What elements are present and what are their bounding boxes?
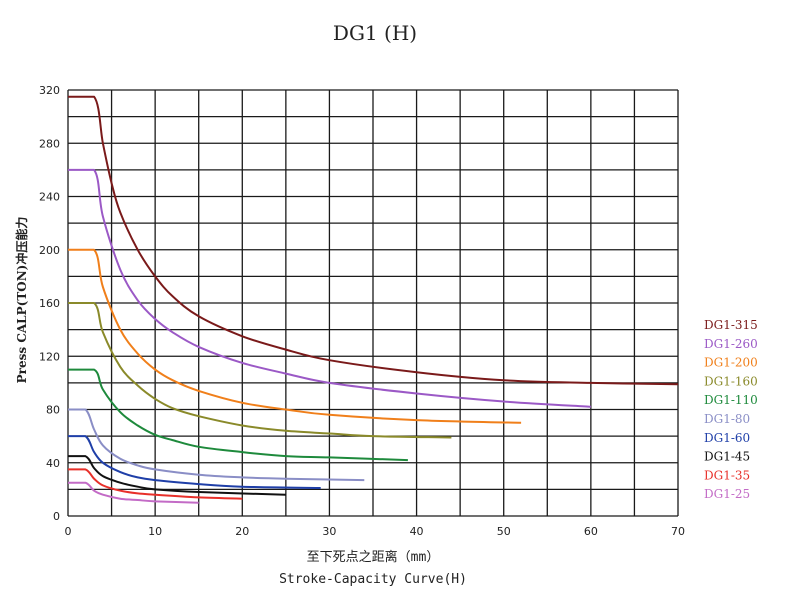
y-tick-label: 40 bbox=[46, 457, 60, 470]
y-tick-label: 160 bbox=[39, 297, 60, 310]
legend-dg1-35: DG1-35 bbox=[704, 468, 750, 482]
series-dg1-45-line bbox=[68, 455, 286, 496]
legend-dg1-200: DG1-200 bbox=[704, 356, 758, 370]
x-tick-label: 40 bbox=[410, 525, 424, 538]
y-tick-label: 240 bbox=[39, 191, 60, 204]
series-dg1-80-line bbox=[68, 408, 365, 482]
y-tick-label: 80 bbox=[46, 404, 60, 417]
x-tick-label: 10 bbox=[148, 525, 162, 538]
grid-lines bbox=[67, 89, 679, 517]
series-dg1-200-line bbox=[68, 248, 522, 424]
series-dg1-160-line bbox=[68, 302, 452, 439]
series-dg1-25-line bbox=[68, 481, 199, 504]
series-dg1-35-line bbox=[68, 468, 243, 500]
legend-dg1-60: DG1-60 bbox=[704, 431, 750, 445]
x-axis-label: Stroke-Capacity Curve(H) bbox=[279, 572, 467, 587]
x-tick-label: 60 bbox=[584, 525, 598, 538]
legend: DG1-315 DG1-260 DG1-200 DG1-160 DG1-110 DG1-8… bbox=[704, 318, 758, 501]
series-curves bbox=[68, 95, 679, 504]
y-tick-label: 120 bbox=[39, 350, 60, 363]
y-tick-label: 200 bbox=[39, 244, 60, 257]
x-tick-label: 0 bbox=[65, 525, 72, 538]
legend-dg1-80: DG1-80 bbox=[704, 412, 750, 426]
legend-dg1-160: DG1-160 bbox=[704, 374, 758, 388]
y-tick-label: 0 bbox=[53, 510, 60, 523]
y-tick-label: 280 bbox=[39, 137, 60, 150]
chart-title: DG1 (H) bbox=[333, 21, 417, 45]
legend-dg1-315: DG1-315 bbox=[704, 318, 758, 332]
series-dg1-260-line bbox=[68, 168, 591, 408]
axis-tick-labels: 0 10 20 30 40 50 60 70 0 40 80 120 160 200 240 280 320 bbox=[39, 84, 685, 538]
legend-dg1-110: DG1-110 bbox=[704, 393, 758, 407]
x-tick-label: 30 bbox=[322, 525, 336, 538]
x-tick-label: 20 bbox=[235, 525, 249, 538]
legend-dg1-25: DG1-25 bbox=[704, 487, 750, 501]
series-dg1-315-line bbox=[68, 95, 679, 386]
legend-dg1-260: DG1-260 bbox=[704, 337, 758, 351]
legend-dg1-45: DG1-45 bbox=[704, 450, 750, 464]
x-tick-label: 70 bbox=[671, 525, 685, 538]
y-axis-label: Press CALP(TON)冲压能力 bbox=[14, 217, 29, 384]
y-tick-label: 320 bbox=[39, 84, 60, 97]
series-dg1-110-line bbox=[68, 368, 408, 462]
x-axis-label-cn: 至下死点之距离（mm） bbox=[307, 549, 440, 565]
x-tick-label: 50 bbox=[497, 525, 511, 538]
series-dg1-60-line bbox=[68, 435, 321, 489]
